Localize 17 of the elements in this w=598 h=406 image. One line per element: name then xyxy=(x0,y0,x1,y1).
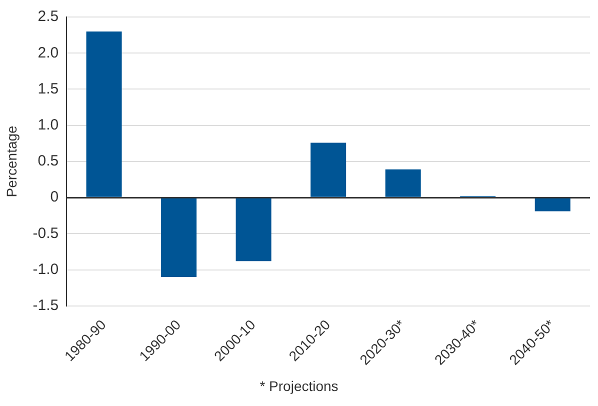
bar xyxy=(385,169,421,197)
bar xyxy=(534,198,570,212)
y-tick-label: 0 xyxy=(50,188,59,206)
bar xyxy=(236,198,272,262)
y-tick-label: 1.0 xyxy=(38,116,59,134)
y-tick-label: -0.5 xyxy=(32,224,59,242)
y-tick-label: 2.0 xyxy=(38,44,59,62)
y-axis-title: Percentage xyxy=(3,125,20,198)
y-tick-label: -1.5 xyxy=(32,297,59,314)
y-tick-label: -1.0 xyxy=(32,260,59,278)
y-tick-label: 2.5 xyxy=(38,8,59,26)
bar xyxy=(310,142,346,197)
text: * Projections xyxy=(258,378,340,394)
bar xyxy=(86,31,122,197)
y-tick-label: 1.5 xyxy=(38,80,59,98)
bar xyxy=(161,198,197,278)
y-tick-label: 0.5 xyxy=(38,152,59,170)
